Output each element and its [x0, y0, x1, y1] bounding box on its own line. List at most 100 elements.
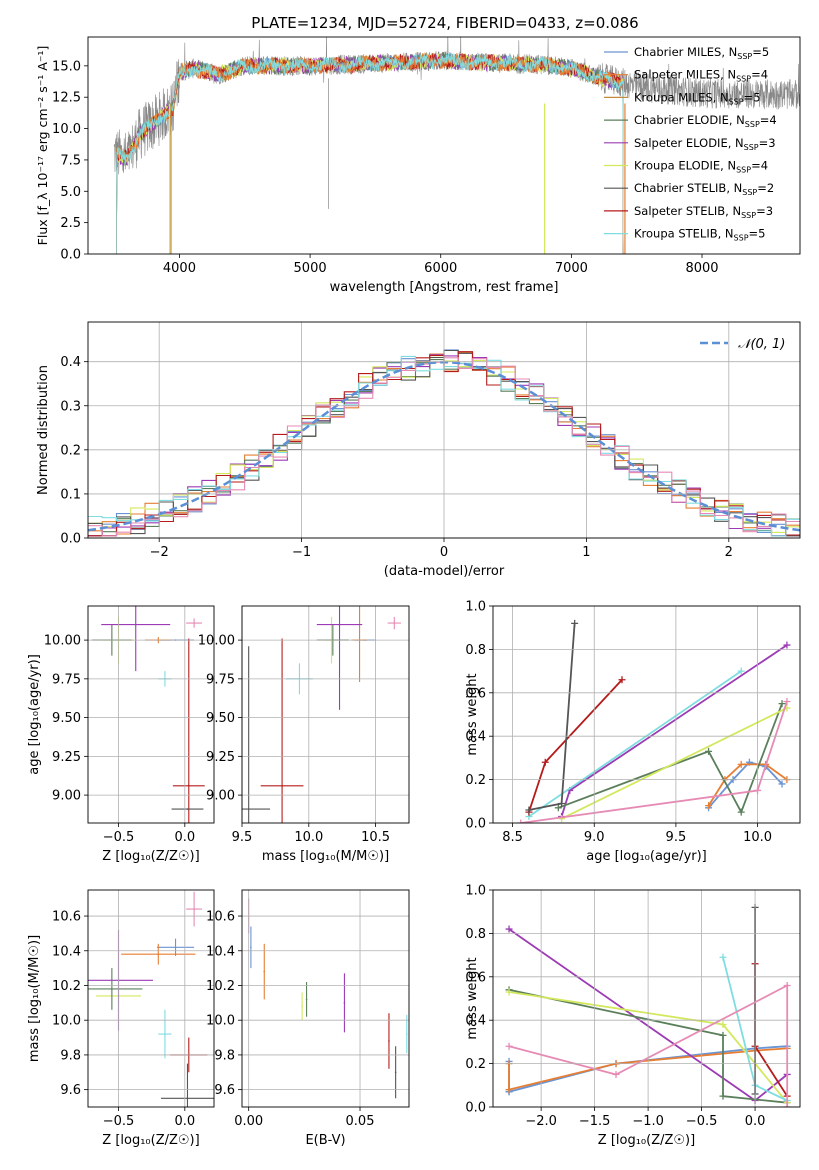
- data-point: [174, 946, 177, 949]
- legend-label: Chabrier MILES, NSSP=5: [634, 45, 769, 61]
- y-tick-label: 0.4: [60, 355, 81, 370]
- y-tick-label: 0.2: [465, 773, 486, 788]
- x-tick-label: −1: [292, 545, 311, 560]
- weight-marker: [719, 953, 727, 961]
- weight-marker: [505, 925, 513, 933]
- panel-mass_age: 9.5 10.0 10.5 9.00 9.25 9.50 9.75 10.00 mass [lo…: [198, 605, 410, 864]
- axes-frame: [87, 36, 801, 255]
- weight-marker: [737, 808, 745, 816]
- weight-marker: [783, 1103, 791, 1107]
- legend-eq: =: [756, 204, 766, 218]
- y-tick-label: 0.4: [465, 730, 486, 745]
- plot-area: [88, 891, 214, 1107]
- x-tick-label: 10.0: [743, 830, 772, 845]
- y-tick-label: 1.0: [465, 884, 486, 899]
- y-tick-label: 10.0: [206, 1014, 235, 1029]
- y-tick-label: 9.25: [52, 750, 81, 765]
- legend-label: Salpeter ELODIE, NSSP=3: [634, 136, 776, 152]
- data-point: [394, 1071, 397, 1074]
- weight-line: [528, 679, 623, 813]
- legend-n: 2: [767, 181, 774, 195]
- weight-marker: [505, 1042, 513, 1050]
- data-point: [338, 623, 341, 626]
- legend-sep: , N: [725, 204, 741, 218]
- weight-marker: [705, 802, 713, 810]
- x-tick-label: 10.0: [294, 830, 323, 845]
- legend-label: Salpeter MILES, NSSP=4: [634, 68, 768, 84]
- y-tick-label: 0.1: [60, 487, 81, 502]
- x-axis-label: Z [log₁₀(Z/Z☉)]: [102, 849, 199, 864]
- legend-label-text: Salpeter MILES: [634, 68, 720, 82]
- legend-sub: SSP: [734, 234, 749, 243]
- x-tick-label: −2: [150, 545, 169, 560]
- x-tick-label: −0.5: [686, 1114, 718, 1129]
- y-axis-label: Normed distribution: [36, 365, 51, 495]
- legend-eq: =: [752, 45, 762, 59]
- legend-eq: =: [751, 68, 761, 82]
- weight-marker: [783, 981, 791, 989]
- x-axis-label: E(B-V): [305, 1133, 345, 1148]
- legend-label-text: Chabrier ELODIE: [634, 113, 729, 127]
- weight-marker: [737, 667, 745, 675]
- y-tick-label: 0.4: [465, 1014, 486, 1029]
- weight-line: [754, 963, 788, 1097]
- legend-label-text: Salpeter STELIB: [634, 204, 725, 218]
- y-tick-label: 0.6: [465, 686, 486, 701]
- axes-frame: [492, 889, 801, 1108]
- y-tick-label: 5.0: [60, 185, 81, 200]
- x-axis-label: age [log₁₀(age/yr)]: [586, 849, 707, 864]
- y-tick-label: 2.5: [60, 216, 81, 231]
- x-tick-label: 8000: [685, 261, 718, 276]
- legend-eq: =: [751, 159, 761, 173]
- legend-n: 4: [761, 159, 768, 173]
- data-point: [301, 1005, 303, 1008]
- legend-sub: SSP: [736, 166, 751, 175]
- legend-eq: =: [759, 136, 769, 150]
- y-tick-label: 10.6: [52, 910, 81, 925]
- y-tick-label: 0.2: [465, 1057, 486, 1072]
- y-tick-label: 10.4: [52, 944, 81, 959]
- legend-label: Chabrier STELIB, NSSP=2: [634, 181, 774, 197]
- y-tick-label: 10.6: [206, 910, 235, 925]
- y-tick-label: 10.00: [198, 634, 235, 649]
- y-tick-label: 9.6: [214, 1083, 235, 1098]
- x-tick-label: 9.5: [232, 830, 253, 845]
- weight-marker: [719, 1092, 727, 1100]
- x-tick-label: −1.0: [632, 1114, 664, 1129]
- x-tick-label: −0.5: [103, 830, 135, 845]
- weight-line: [707, 763, 788, 807]
- legend-eq: =: [760, 113, 770, 127]
- axes-frame: [492, 605, 801, 824]
- legend-sep: , N: [728, 136, 744, 150]
- legend-n: 3: [768, 136, 775, 150]
- weight-marker: [705, 747, 713, 755]
- legend-sub: SSP: [744, 143, 759, 152]
- y-tick-label: 9.8: [60, 1048, 81, 1063]
- legend-sep: , N: [729, 113, 745, 127]
- weight-marker: [783, 641, 791, 649]
- y-tick-label: 9.00: [206, 789, 235, 804]
- plot-area: [113, 37, 800, 254]
- x-tick-label: 0.05: [346, 1114, 375, 1129]
- legend-sub: SSP: [737, 52, 752, 61]
- legend-sub: SSP: [742, 188, 757, 197]
- data-point: [250, 946, 252, 949]
- weight-marker: [783, 697, 791, 705]
- x-tick-label: 0.0: [174, 1114, 195, 1129]
- data-point: [343, 1002, 346, 1004]
- x-tick-label: 2: [725, 545, 733, 560]
- x-tick-label: 1: [582, 545, 590, 560]
- legend-label-text: Chabrier MILES: [634, 45, 721, 59]
- axes-frame: [87, 321, 801, 539]
- x-tick-label: 10.5: [361, 830, 390, 845]
- legend-n: 5: [758, 227, 765, 241]
- legend-eq: =: [744, 90, 754, 104]
- y-tick-label: 7.5: [60, 153, 81, 168]
- x-tick-label: −0.5: [103, 1114, 135, 1129]
- weight-marker: [719, 1021, 727, 1029]
- data-point: [405, 1033, 408, 1035]
- panel-residuals: −2 −1 0 1 2 0.0 0.1 0.2 0.3 0.4 (data-model)/error…: [36, 321, 801, 579]
- y-tick-label: 0.0: [60, 532, 81, 547]
- x-tick-label: 0: [440, 545, 448, 560]
- plot-area: [247, 898, 408, 1099]
